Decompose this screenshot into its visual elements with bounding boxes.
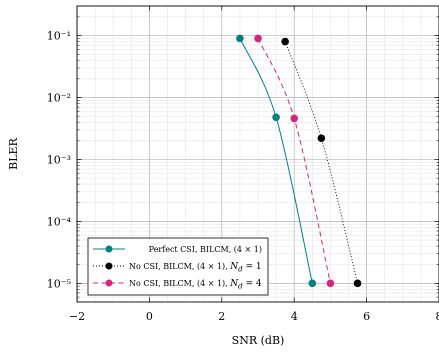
y-tick-label: 10⁻⁴ — [47, 215, 72, 228]
data-point — [353, 279, 362, 288]
legend-label: No CSI, BILCM, (4 × 1), Nd = 1 — [129, 262, 262, 274]
x-tick-label: 8 — [436, 310, 439, 323]
x-tick-label: 6 — [363, 310, 370, 323]
series-line — [239, 38, 313, 284]
legend-entry-3: No CSI, BILCM, (4 × 1), Nd = 4 — [93, 279, 262, 291]
legend-entry-2: No CSI, BILCM, (4 × 1), Nd = 1 — [93, 262, 262, 274]
series-3 — [254, 34, 335, 288]
data-point — [281, 37, 289, 46]
data-point — [317, 134, 326, 143]
legend-marker — [105, 262, 113, 270]
series-1 — [236, 34, 317, 288]
series-line — [284, 41, 358, 284]
series-layer — [236, 34, 362, 288]
x-tick-labels: −2 0 2 4 6 8 — [69, 310, 439, 323]
legend-label: Perfect CSI, BILCM, (4 × 1) — [149, 245, 262, 254]
x-axis-label: SNR (dB) — [232, 334, 285, 347]
data-point — [236, 34, 244, 43]
series-line — [257, 38, 331, 284]
y-tick-labels: 10⁻¹ 10⁻² 10⁻³ 10⁻⁴ 10⁻⁵ — [47, 30, 72, 291]
x-tick-label: 2 — [218, 310, 225, 323]
legend-marker — [105, 245, 113, 253]
data-point — [308, 279, 317, 288]
x-tick-label: 0 — [146, 310, 153, 323]
data-point — [272, 113, 280, 122]
x-tick-label: 4 — [291, 310, 298, 323]
legend: Perfect CSI, BILCM, (4 × 1) No CSI, BILCM… — [87, 237, 269, 296]
data-point — [290, 114, 299, 123]
y-axis-label: BLER — [7, 137, 20, 169]
plot-frame — [76, 5, 439, 303]
legend-marker — [105, 279, 113, 287]
data-point — [326, 279, 335, 288]
y-tick-label: 10⁻² — [47, 92, 71, 105]
data-point — [254, 34, 262, 43]
legend-label: No CSI, BILCM, (4 × 1), Nd = 4 — [129, 279, 262, 291]
x-tick-label: −2 — [69, 310, 85, 323]
series-2 — [281, 37, 362, 288]
y-tick-label: 10⁻³ — [47, 153, 71, 166]
y-tick-label: 10⁻⁵ — [47, 277, 71, 290]
legend-entry-1: Perfect CSI, BILCM, (4 × 1) — [93, 245, 262, 254]
y-tick-label: 10⁻¹ — [47, 30, 71, 43]
